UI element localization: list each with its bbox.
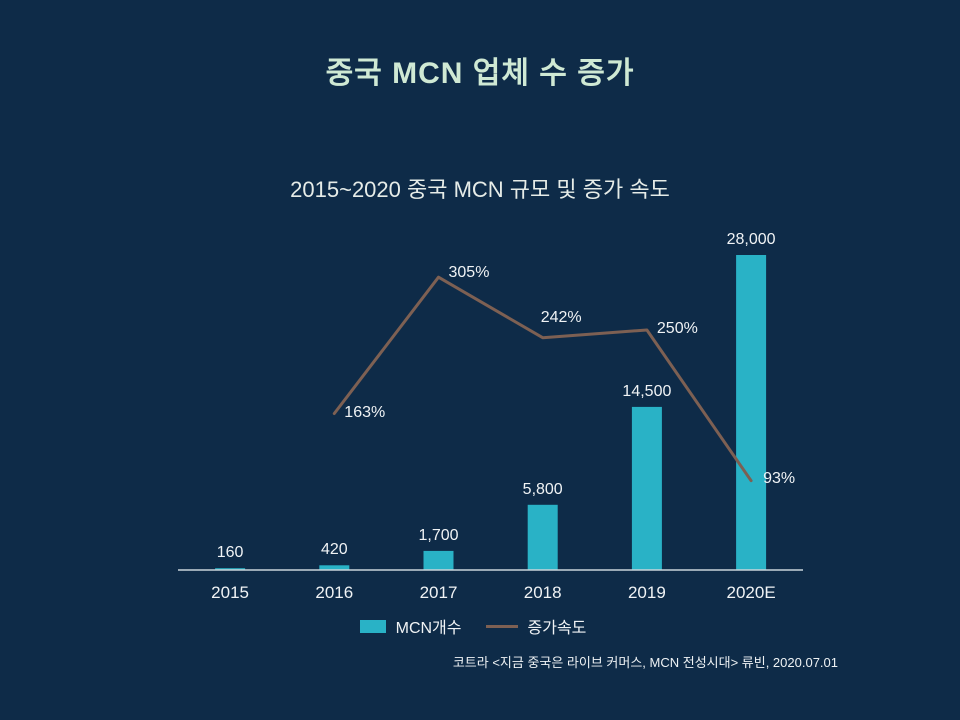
- chart-legend: MCN개수 증가속도: [0, 614, 960, 638]
- legend-line-label: 증가속도: [527, 620, 587, 637]
- legend-line-swatch-icon: [485, 624, 518, 628]
- bar-2015: [215, 568, 246, 570]
- bar-2017: [423, 550, 454, 570]
- trend-line: [332, 275, 753, 483]
- bar-2016: [319, 565, 350, 570]
- source-text: 코트라 <지금 중국은 라이브 커머스, MCN 전성시대> 류빈, 2020.…: [452, 655, 838, 670]
- page-title: 중국 MCN 업체 수 증가: [325, 57, 635, 90]
- legend-bar-swatch-icon: [359, 619, 386, 633]
- legend-bar-label: MCN개수: [395, 620, 462, 637]
- chart-subtitle: 2015~2020 중국 MCN 규모 및 증가 속도: [290, 177, 670, 202]
- bar-2020E: [736, 255, 767, 570]
- bar-2018: [527, 504, 558, 571]
- bar-2019: [631, 406, 662, 570]
- bar-series: [215, 255, 767, 571]
